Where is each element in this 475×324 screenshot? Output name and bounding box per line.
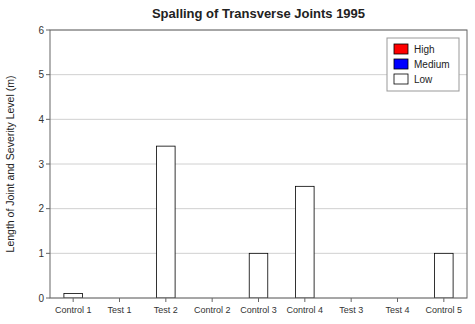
- legend-label: Low: [414, 74, 433, 85]
- plot-frame: [50, 30, 467, 298]
- y-tick-label: 3: [38, 159, 44, 170]
- y-tick-label: 2: [38, 203, 44, 214]
- y-tick: [46, 119, 50, 120]
- bars: [64, 146, 453, 298]
- legend: High Medium Low: [387, 38, 459, 91]
- x-tick: [165, 298, 166, 302]
- grid-line: [50, 164, 467, 165]
- x-tick: [73, 298, 74, 302]
- bar-segment: [249, 253, 268, 298]
- x-tick: [212, 298, 213, 302]
- x-tick-label: Control 1: [55, 305, 92, 315]
- bar-segment: [296, 186, 315, 187]
- bar-segment: [157, 146, 176, 147]
- y-tick-label: 4: [38, 114, 44, 125]
- x-tick-label: Test 1: [107, 305, 131, 315]
- bar-segment: [157, 146, 176, 147]
- bar-segment: [64, 293, 83, 294]
- x-tick: [304, 298, 305, 302]
- y-tick: [46, 30, 50, 31]
- chart: 0 1 2 3 4 5 6 Control 1 Test 1 Test 2 Control 2 Con…: [0, 0, 475, 324]
- legend-label: Medium: [414, 59, 450, 70]
- x-tick: [258, 298, 259, 302]
- x-tick: [351, 298, 352, 302]
- x-tick: [119, 298, 120, 302]
- legend-label: High: [414, 44, 435, 55]
- x-tick-label: Test 4: [385, 305, 409, 315]
- grid-line: [50, 119, 467, 120]
- bar-segment: [249, 253, 268, 254]
- bar-segment: [435, 253, 454, 254]
- x-tick-label: Control 3: [240, 305, 277, 315]
- y-tick: [46, 253, 50, 254]
- x-tick-label: Control 5: [426, 305, 463, 315]
- grid-line: [50, 208, 467, 209]
- y-tick: [46, 164, 50, 165]
- bar-segment: [64, 294, 83, 298]
- y-tick-label: 1: [38, 248, 44, 259]
- bar-segment: [435, 253, 454, 254]
- bar-segment: [157, 146, 176, 298]
- y-tick: [46, 74, 50, 75]
- legend-swatch: [394, 59, 408, 69]
- x-tick-label: Test 3: [339, 305, 363, 315]
- x-tick-label: Test 2: [154, 305, 178, 315]
- y-tick-label: 6: [38, 25, 44, 36]
- legend-swatch: [394, 74, 408, 84]
- bar-segment: [296, 186, 315, 187]
- legend-swatch: [394, 44, 408, 54]
- x-tick: [443, 298, 444, 302]
- x-tick: [397, 298, 398, 302]
- x-tick-label: Control 2: [194, 305, 231, 315]
- bar-segment: [249, 253, 268, 254]
- y-tick-label: 5: [38, 69, 44, 80]
- y-tick: [46, 298, 50, 299]
- y-tick: [46, 208, 50, 209]
- legend-box: [387, 38, 459, 91]
- bar-segment: [64, 293, 83, 294]
- bar-segment: [296, 186, 315, 298]
- y-axis-label: Length of Joint and Severity Level (m): [4, 76, 16, 253]
- y-tick-label: 0: [38, 293, 44, 304]
- title: Spalling of Transverse Joints 1995: [152, 6, 365, 21]
- bar-segment: [435, 253, 454, 298]
- x-tick-label: Control 4: [287, 305, 324, 315]
